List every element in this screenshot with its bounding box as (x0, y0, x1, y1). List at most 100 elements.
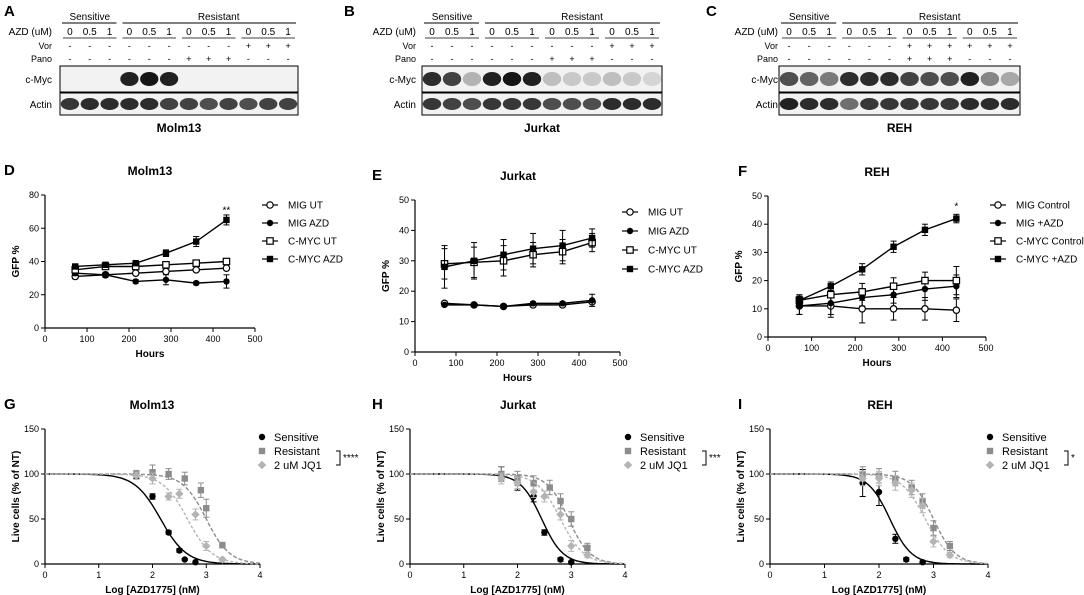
panel-letter: A (4, 3, 15, 20)
data-point (258, 447, 266, 455)
blot-band (120, 98, 139, 110)
blot-band (159, 98, 179, 110)
lane-vor-value: + (246, 41, 251, 51)
data-point (994, 237, 1002, 245)
blot-band (422, 71, 442, 87)
data-point (557, 556, 564, 563)
blot-band (542, 71, 562, 87)
data-point (953, 215, 960, 222)
row-label-pano: Pano (31, 54, 52, 64)
group-label-resistant: Resistant (919, 12, 961, 23)
y-axis-label: Live cells (% of NT) (736, 451, 747, 543)
y-tick-label: 150 (389, 424, 404, 434)
panel-letter: D (4, 162, 15, 179)
x-tick-label: 0 (42, 570, 47, 580)
data-point (529, 300, 537, 307)
series-line (75, 219, 227, 268)
y-tick-label: 50 (752, 191, 762, 201)
data-point (132, 471, 141, 480)
y-tick-label: 0 (757, 332, 762, 342)
y-axis-label: GFP % (11, 245, 22, 277)
lane-vor-value: - (828, 41, 831, 51)
panel-letter: H (372, 396, 383, 413)
blot-band (482, 71, 502, 87)
x-tick-label: 300 (163, 334, 178, 344)
blot-band (602, 98, 622, 110)
lane-azd-value: 0 (549, 27, 555, 38)
data-point (222, 257, 231, 266)
series-line (799, 285, 957, 307)
data-point (181, 556, 188, 563)
data-point (903, 556, 910, 563)
lane-azd-value: 0 (489, 27, 495, 38)
x-tick-label: 100 (804, 343, 819, 353)
lane-pano-value: + (589, 54, 594, 64)
blot-band (622, 71, 642, 87)
legend-label: Sensitive (274, 432, 319, 444)
legend-label: Sensitive (640, 432, 685, 444)
x-tick-label: 2 (515, 570, 520, 580)
data-point (921, 276, 929, 285)
legend-label: C-MYC UT (288, 237, 337, 248)
blot-band (860, 98, 879, 110)
lane-pano-value: - (888, 54, 891, 64)
lane-azd-value: 0.5 (505, 27, 519, 38)
data-point (858, 288, 866, 296)
data-point (102, 271, 109, 278)
blot-band (779, 71, 799, 87)
data-point (175, 489, 184, 498)
blot-strip (421, 65, 663, 93)
x-tick-label: 0 (42, 334, 47, 344)
row-label-vor: Vor (402, 41, 416, 51)
lane-pano-value: - (511, 54, 514, 64)
legend-label: MIG UT (648, 208, 683, 219)
band-label: Actin (756, 100, 778, 111)
lane-vor-value: - (491, 41, 494, 51)
legend-label: C-MYC AZD (288, 255, 343, 266)
data-point (497, 474, 506, 483)
data-point (588, 234, 596, 242)
lane-vor-value: - (68, 41, 71, 51)
y-tick-label: 50 (394, 514, 404, 524)
lane-pano-value: + (927, 54, 932, 64)
lane-pano-value: - (431, 54, 434, 64)
y-axis-label: Live cells (% of NT) (11, 451, 22, 543)
y-tick-label: 0 (759, 559, 764, 569)
lane-pano-value: - (968, 54, 971, 64)
data-point (132, 259, 139, 267)
lane-azd-value: 0 (67, 27, 73, 38)
lane-azd-value: 1 (649, 27, 655, 38)
x-tick-label: 100 (79, 334, 94, 344)
lane-azd-value: 0.5 (202, 27, 216, 38)
data-point (203, 505, 210, 512)
blot-band (920, 71, 939, 87)
blot-band (422, 98, 442, 110)
data-point (626, 227, 634, 235)
blot-band (542, 98, 562, 110)
data-point (568, 559, 575, 566)
significance-mark: *** (709, 453, 721, 464)
blot-band (482, 98, 502, 110)
lane-pano-value: - (848, 54, 851, 64)
row-label-vor: Vor (764, 41, 778, 51)
blot-band (1000, 98, 1020, 110)
data-point (892, 535, 899, 542)
x-tick-label: 0 (412, 358, 417, 368)
blot-strip (778, 65, 1021, 93)
lane-pano-value: - (108, 54, 111, 64)
lane-pano-value: - (88, 54, 91, 64)
blot-band (582, 71, 602, 87)
lane-vor-value: - (551, 41, 554, 51)
legend-label: C-MYC AZD (648, 265, 703, 276)
legend-label: MIG AZD (648, 227, 689, 238)
data-point (559, 300, 566, 307)
data-point (470, 301, 478, 309)
y-tick-label: 100 (24, 469, 39, 479)
data-point (890, 243, 897, 250)
data-point (556, 510, 565, 519)
blot-panel-A: A Sensitive Resistant AZD (uM) Vor Pano 0 - - 0.5… (4, 3, 299, 135)
data-point (826, 290, 835, 299)
legend-label: Sensitive (1002, 432, 1047, 444)
x-tick-label: 0 (765, 343, 770, 353)
lane-vor-value: - (511, 41, 514, 51)
